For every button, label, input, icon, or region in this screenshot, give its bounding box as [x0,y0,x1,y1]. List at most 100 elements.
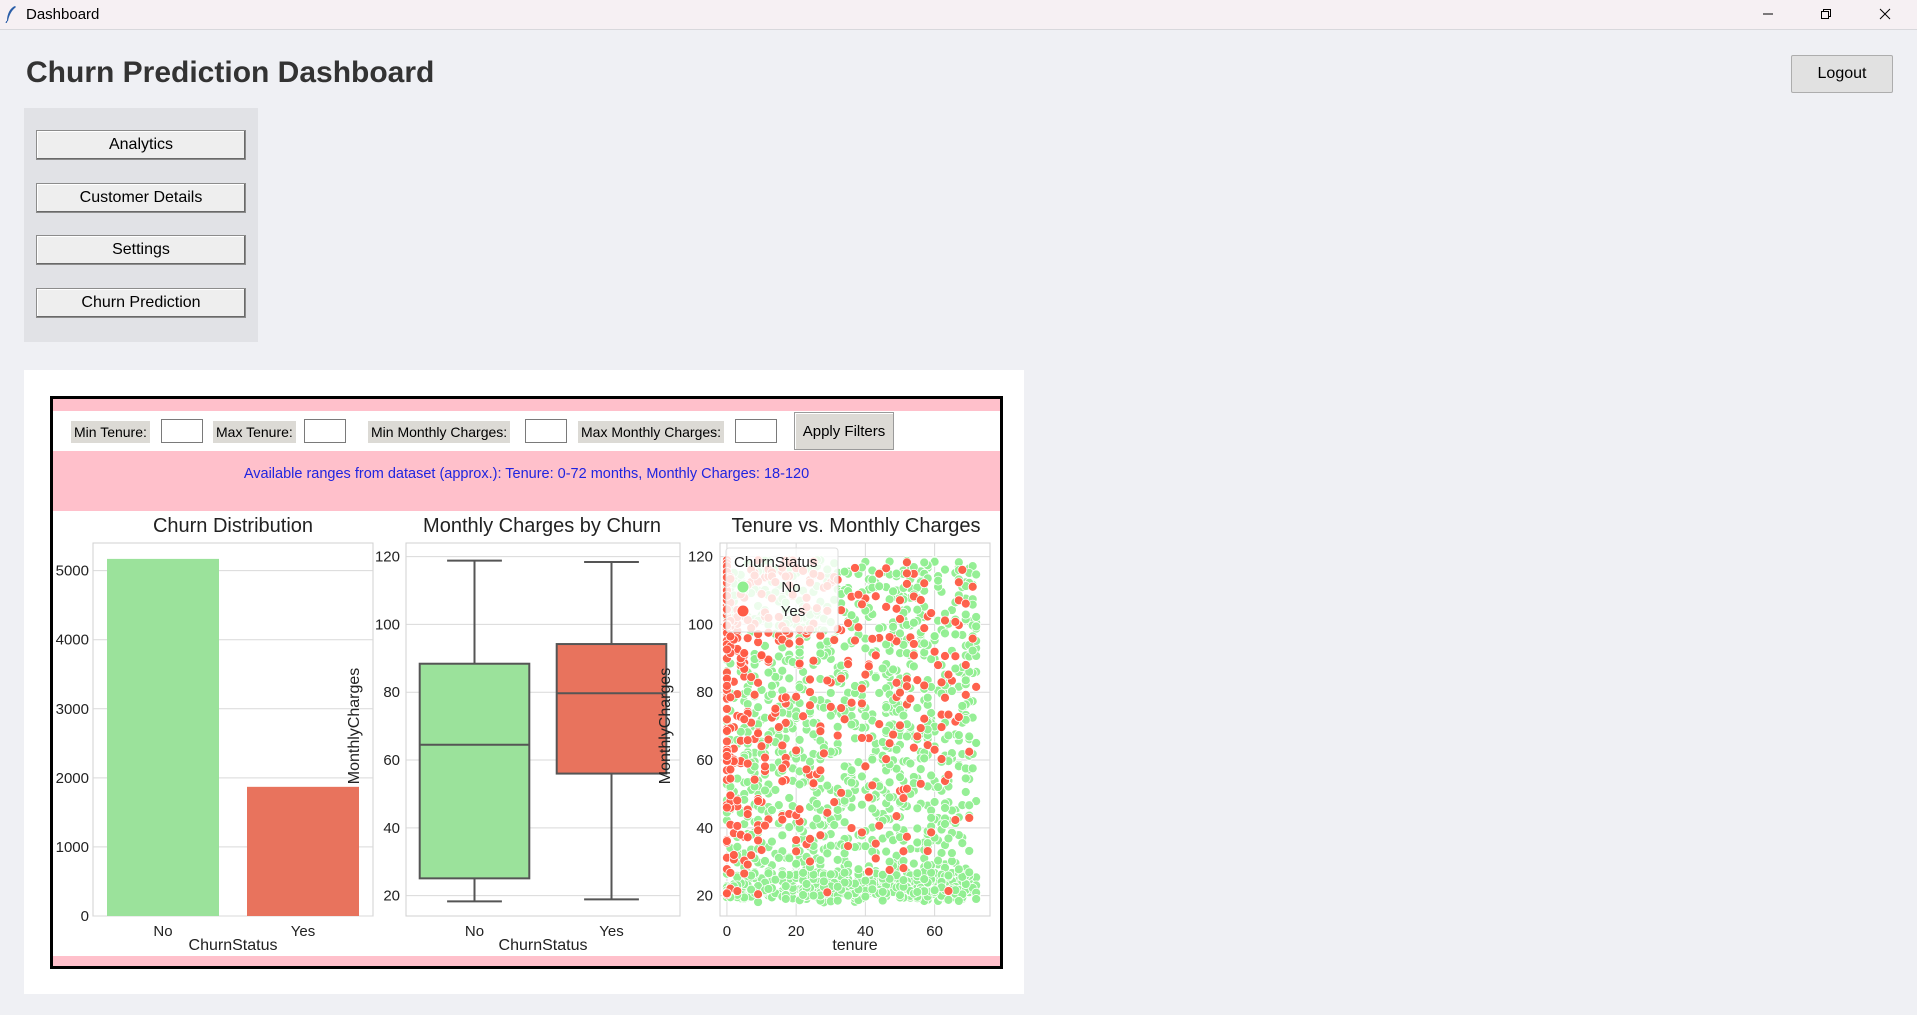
scatter-point-yes [895,687,905,698]
scatter-point-yes [773,722,784,733]
scatter-point-no [971,612,982,622]
scatter-point-yes [805,674,815,685]
minimize-button[interactable] [1740,0,1796,29]
scatter-point-yes [857,733,867,743]
scatter-point-yes [905,693,916,704]
scatter-point-yes [857,827,867,838]
max-tenure-input[interactable] [304,419,346,443]
min-tenure-label: Min Tenure: [71,421,150,443]
bar-x-tick-label: No [153,923,172,940]
scatter-point-yes [846,823,857,833]
scatter-point-no [846,777,857,788]
scatter-point-yes [943,709,954,720]
scatter-point-no [857,771,867,782]
nav-customer-details-button[interactable]: Customer Details [36,183,246,213]
restore-button[interactable] [1798,0,1854,29]
nav-churn-prediction-button[interactable]: Churn Prediction [36,288,246,318]
bar-y-tick-label: 0 [81,908,89,925]
legend-marker-no [736,580,750,594]
scatter-point-yes [722,644,732,655]
scatter-y-tick-label: 100 [688,616,713,633]
scatter-point-yes [777,776,788,787]
scatter-point-yes [926,608,937,618]
scatter-point-yes [881,754,892,765]
scatter-point-no [950,663,961,674]
min-monthly-charges-input[interactable] [525,419,567,443]
scatter-y-tick-label: 40 [696,820,713,837]
scatter-point-yes [881,601,892,612]
scatter-point-yes [964,813,975,823]
scatter-point-no [753,702,763,713]
scatter-point-no [773,651,784,662]
scatter-point-no [825,688,836,698]
scatter-point-no [926,812,937,823]
box-y-tick-label: 20 [383,888,400,905]
scatter-point-yes [867,633,878,644]
scatter-point-yes [777,763,788,774]
scatter-point-no [943,870,954,881]
scatter-point-yes [902,831,912,842]
bar-yes [247,786,359,916]
scatter-point-yes [874,719,885,730]
scatter-point-yes [725,692,736,703]
scatter-point-no [760,785,770,796]
scatter-point-no [964,731,975,742]
max-tenure-label: Max Tenure: [213,421,296,443]
scatter-point-yes [891,603,902,614]
scatter-point-no [884,777,895,788]
scatter-point-yes [780,692,791,703]
scatter-point-no [898,875,909,886]
scatter-point-no [784,793,795,803]
scatter-point-yes [870,853,881,864]
scatter-point-yes [722,751,732,761]
scatter-point-no [767,680,777,691]
analytics-panel: Min Tenure: Max Tenure: Min Monthly Char… [24,370,1024,994]
ranges-hint: Available ranges from dataset (approx.):… [243,466,810,482]
scatter-point-yes [902,578,912,589]
scatter-point-yes [746,672,757,682]
bar-no [107,558,219,916]
scatter-point-yes [725,764,736,775]
scatter-point-yes [832,730,843,741]
scatter-point-yes [919,713,930,724]
max-monthly-charges-input[interactable] [735,419,777,443]
feather-app-icon [5,6,16,23]
scatter-point-yes [725,631,736,642]
scatter-point-no [874,581,885,592]
scatter-point-yes [940,651,950,661]
scatter-point-yes [940,692,950,703]
close-button[interactable] [1857,0,1913,29]
scatter-point-no [908,661,919,672]
scatter-point-no [860,841,871,852]
scatter-point-yes [794,804,805,815]
scatter-point-no [912,803,923,814]
scatter-legend-title: ChurnStatus [734,554,817,571]
logout-button[interactable]: Logout [1791,55,1893,93]
scatter-point-no [860,891,871,902]
scatter-point-yes [870,591,881,602]
box-y-tick-label: 120 [375,549,400,566]
scatter-point-yes [870,650,881,661]
scatter-point-yes [836,703,847,713]
scatter-point-no [829,820,840,830]
scatter-point-yes [777,814,788,825]
nav-settings-button[interactable]: Settings [36,235,246,265]
legend-marker-yes [736,604,750,618]
scatter-point-yes [794,636,805,647]
chart-title-monthly-charges: Monthly Charges by Churn [423,515,661,537]
scatter-point-no [926,770,937,781]
scatter-point-yes [943,669,954,680]
min-tenure-input[interactable] [161,419,203,443]
scatter-point-yes [881,563,892,574]
charts-area: 0 1000 2000 3000 4000 5000 No Yes 20 40 60 80 100 120… [53,511,1000,956]
close-icon [1879,8,1891,20]
scatter-point-no [794,779,805,790]
scatter-point-yes [746,850,757,861]
bar-x-tick-label: Yes [291,923,315,940]
scatter-x-tick-label: 60 [926,923,943,940]
scatter-point-yes [753,796,763,806]
nav-analytics-button[interactable]: Analytics [36,130,246,160]
scatter-point-yes [843,659,853,670]
apply-filters-button[interactable]: Apply Filters [794,412,894,450]
